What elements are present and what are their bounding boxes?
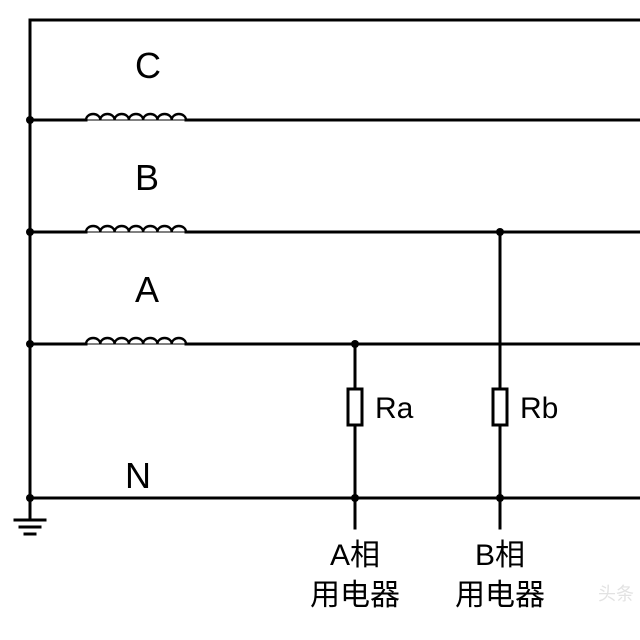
load-Ra-caption-2: 用电器 <box>310 579 400 612</box>
ground-symbol <box>15 498 45 534</box>
resistors-group <box>348 389 507 425</box>
phase-C-label: C <box>135 45 161 86</box>
wires-group <box>30 20 640 528</box>
resistor-Ra <box>348 389 362 425</box>
load-Ra-caption-1: A相 <box>330 539 380 572</box>
load-Rb-caption-1: B相 <box>475 539 525 572</box>
phase-B-label: B <box>135 157 159 198</box>
watermark: 头条 <box>598 584 634 604</box>
coil-B <box>86 226 186 232</box>
labels-group: C B A N Ra A相用电器 Rb B相用电器 头条 <box>125 45 634 612</box>
neutral-label: N <box>125 455 151 496</box>
coil-A <box>86 338 186 344</box>
load-Rb-label: Rb <box>520 392 558 425</box>
three-phase-circuit-diagram: C B A N Ra A相用电器 Rb B相用电器 头条 <box>0 0 640 640</box>
resistor-Rb <box>493 389 507 425</box>
junction-nodes <box>26 116 504 502</box>
load-Ra-label: Ra <box>375 392 414 425</box>
phase-A-label: A <box>135 269 159 310</box>
coil-C <box>86 114 186 120</box>
load-Rb-caption-2: 用电器 <box>455 579 545 612</box>
